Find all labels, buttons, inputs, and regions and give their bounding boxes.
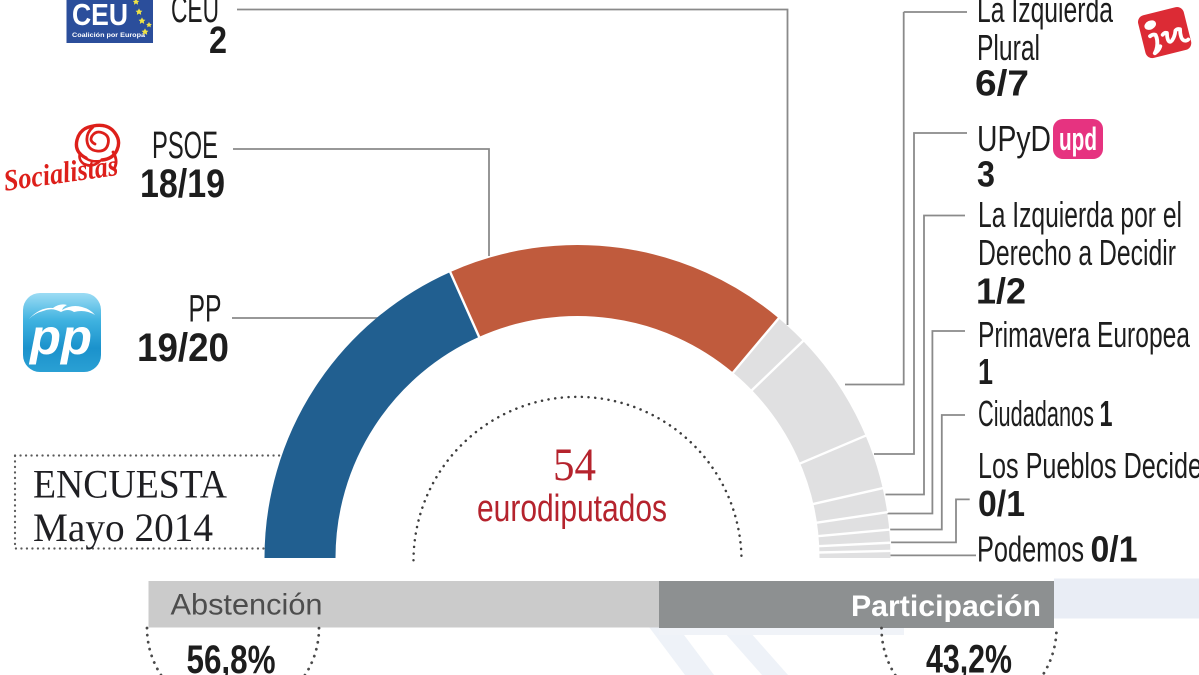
svg-text:Los Pueblos Deciden: Los Pueblos Deciden <box>978 445 1199 486</box>
svg-text:CEU: CEU <box>72 0 128 32</box>
svg-text:CEU: CEU <box>171 0 219 31</box>
svg-text:Coalición por Europa: Coalición por Europa <box>72 32 145 39</box>
svg-text:3: 3 <box>977 153 995 194</box>
svg-text:Abstención: Abstención <box>171 589 323 622</box>
svg-text:18/19: 18/19 <box>140 162 225 206</box>
svg-text:1: 1 <box>1100 393 1113 434</box>
svg-text:Primavera Europea: Primavera Europea <box>978 314 1191 355</box>
svg-text:eurodiputados: eurodiputados <box>477 488 667 530</box>
svg-text:43,2%: 43,2% <box>926 638 1012 675</box>
svg-text:54: 54 <box>553 439 596 491</box>
svg-text:PSOE: PSOE <box>152 125 218 167</box>
svg-text:pp: pp <box>28 309 92 365</box>
svg-text:Podemos: Podemos <box>977 529 1084 570</box>
svg-text:UPyD: UPyD <box>977 118 1051 159</box>
svg-text:1: 1 <box>978 351 993 392</box>
svg-text:La Izquierda por el: La Izquierda por el <box>978 194 1182 235</box>
svg-text:1/2: 1/2 <box>976 271 1026 312</box>
svg-text:0/1: 0/1 <box>978 483 1025 524</box>
svg-text:56,8%: 56,8% <box>187 638 276 675</box>
svg-text:ENCUESTA: ENCUESTA <box>33 462 227 507</box>
svg-text:La Izquierda: La Izquierda <box>977 0 1114 30</box>
svg-text:2: 2 <box>209 20 227 62</box>
svg-text:0/1: 0/1 <box>1091 529 1138 570</box>
svg-text:19/20: 19/20 <box>137 326 229 370</box>
svg-text:PP: PP <box>189 289 222 331</box>
svg-text:6/7: 6/7 <box>975 63 1029 104</box>
svg-text:upd: upd <box>1059 121 1097 157</box>
svg-text:Plural: Plural <box>977 27 1040 68</box>
svg-text:Derecho a Decidir: Derecho a Decidir <box>978 232 1176 273</box>
svg-text:Participación: Participación <box>851 590 1041 623</box>
svg-text:Ciudadanos: Ciudadanos <box>978 393 1094 434</box>
svg-text:Mayo 2014: Mayo 2014 <box>33 505 213 550</box>
